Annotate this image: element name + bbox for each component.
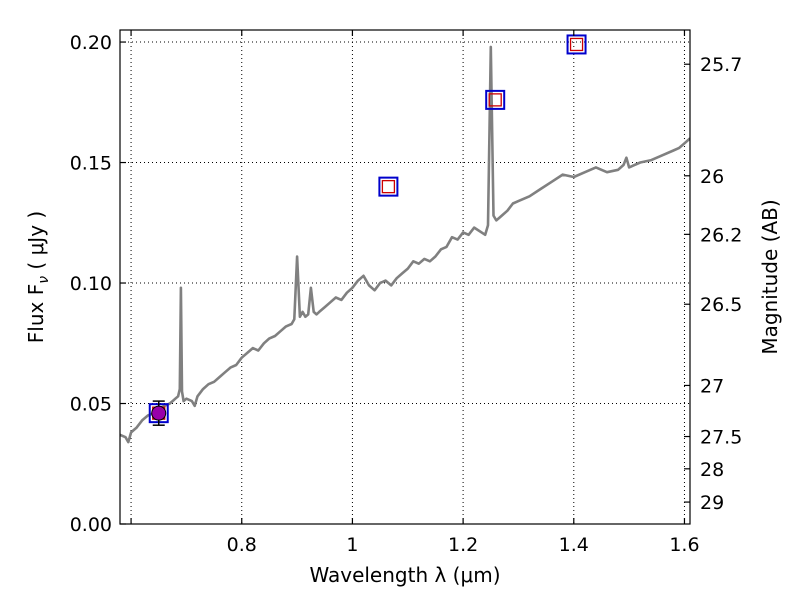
spectrum-layer: [120, 45, 690, 444]
plot-frame: [119, 29, 691, 525]
x-tick-label: 1.6: [669, 534, 699, 556]
red-square-marker: [569, 37, 584, 52]
right-tick-label: 27.5: [700, 427, 742, 449]
blue-square-marker: [485, 89, 506, 110]
y-tick-label: 0.10: [70, 273, 112, 295]
y-tick-label: 0.00: [70, 514, 112, 536]
grid: [120, 30, 690, 524]
x-ticks: 0.8 1 1.2 1.4 1.6: [130, 30, 700, 556]
red-square-marker: [381, 179, 396, 194]
right-tick-label: 27: [700, 375, 724, 397]
blue-square-marker: [566, 34, 587, 55]
x-tick-label: 1.2: [448, 534, 478, 556]
x-axis-label: Wavelength λ (μm): [309, 563, 500, 587]
y-axis-label-unit: ( μJy ): [24, 211, 48, 276]
right-tick-label: 28: [700, 459, 724, 481]
y-axis-label-sub: ν: [36, 276, 52, 284]
blue-square-marker: [378, 176, 399, 197]
y-tick-label: 0.20: [70, 32, 112, 54]
photometry-markers: [148, 34, 587, 426]
right-tick-label: 26.2: [700, 224, 742, 246]
y-tick-label: 0.15: [70, 153, 112, 175]
y-ticks: 0.00 0.05 0.10 0.15 0.20: [70, 32, 126, 536]
right-magnitude-ticks: 25.7 26 26.2 26.5 27 27.5 28 29: [684, 54, 742, 514]
red-square-marker: [488, 93, 502, 107]
x-tick-label: 1.4: [559, 534, 589, 556]
y-axis-label: Flux Fν ( μJy ): [24, 211, 52, 343]
right-tick-label: 25.7: [700, 54, 742, 76]
measured-flux-point: [151, 405, 167, 421]
y-axis-label-main: Flux F: [24, 284, 48, 343]
right-tick-label: 26: [700, 166, 724, 188]
plot-area: [120, 30, 690, 524]
spectrum-line: [120, 45, 690, 444]
right-tick-label: 29: [700, 492, 724, 514]
x-tick-label: 0.8: [227, 534, 257, 556]
y-tick-label: 0.05: [70, 394, 112, 416]
right-axis-label: Magnitude (AB): [758, 199, 782, 354]
right-tick-label: 26.5: [700, 294, 742, 316]
x-tick-label: 1: [346, 534, 358, 556]
